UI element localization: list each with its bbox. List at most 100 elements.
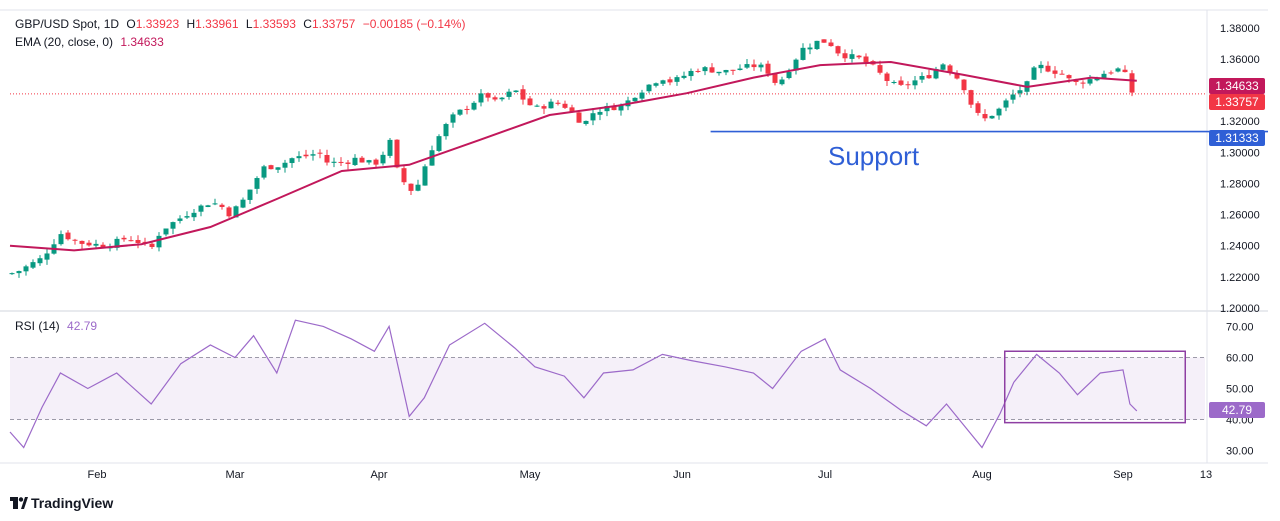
candle-body [541,106,547,109]
candle-body [408,183,414,191]
candle-body [1031,67,1037,80]
price-tick-label: 1.28000 [1220,178,1260,190]
candle-body [597,111,603,115]
candle-body [527,98,533,106]
candle-body [863,56,869,63]
candle-body [37,258,43,264]
candle-body [807,47,813,50]
grid-layer [0,9,1268,464]
candle-body [954,73,960,79]
candle-body [681,75,687,78]
candle-body [121,237,127,240]
candle-body [506,91,512,97]
price-tick-label: 1.30000 [1220,147,1260,159]
rsi-layer [9,319,1205,449]
candle-body [387,139,393,156]
candle-body [1101,73,1107,79]
high-value: 1.33961 [195,17,239,31]
candle-body [1045,65,1051,72]
close-label: C [303,17,312,31]
candle-body [422,166,428,186]
candle-body [961,79,967,91]
ema-label: EMA (20, close, 0) [15,35,114,49]
candle-body [856,55,862,58]
rsi-label: RSI (14) [15,319,60,333]
candle-body [58,234,64,245]
low-value: 1.33593 [252,17,296,31]
candle-body [891,81,897,83]
candle-body [65,232,71,240]
price-tick-label: 1.32000 [1220,116,1260,128]
candle-body [877,65,883,73]
candle-body [268,165,274,170]
candle-body [744,64,750,68]
candle-body [905,84,911,86]
candle-body [93,243,99,246]
price-tick-label: 1.26000 [1220,210,1260,222]
candle-body [1059,73,1065,75]
open-value: 1.33923 [135,17,180,31]
candle-body [828,42,834,47]
candle-body [660,80,666,84]
candle-body [296,156,302,159]
candle-body [1087,79,1093,84]
candle-body [520,89,526,100]
symbol-label[interactable]: GBP/USD Spot, 1D [15,17,120,31]
candle-body [338,161,344,163]
candle-body [695,70,701,72]
candle-body [282,162,288,168]
rsi-legend[interactable]: RSI (14) 42.79 [15,319,101,333]
candle-body [478,93,484,103]
candle-body [359,157,365,163]
candle-body [30,262,36,268]
candle-body [415,184,421,191]
candle-body [443,124,449,137]
date-tick-label: Sep [1113,469,1133,481]
support-annotation: Support [828,141,920,171]
candle-body [1052,70,1058,74]
candle-body [128,240,134,242]
rsi-tick-label: 60.00 [1226,352,1254,364]
candle-body [667,79,673,83]
candle-body [800,47,806,60]
candle-body [1038,64,1044,69]
date-tick-label: Feb [88,469,107,481]
candle-body [555,102,561,104]
candle-body [380,154,386,164]
high-label: H [186,17,196,31]
candle-body [751,64,757,68]
candle-body [471,102,477,110]
candle-body [933,68,939,79]
candle-body [989,115,995,119]
candle-body [926,75,932,79]
candle-body [156,235,162,248]
date-tick-label: Jun [673,469,691,481]
candle-body [653,83,659,86]
candle-body [779,79,785,85]
candle-body [576,112,582,123]
candle-body [1017,90,1023,94]
date-tick-label: Jul [818,469,832,481]
ema-legend[interactable]: EMA (20, close, 0) 1.34633 [15,35,168,49]
ema-line [9,60,1137,252]
candle-body [177,218,183,221]
candle-body [898,80,904,85]
candle-body [170,222,176,229]
tradingview-logo[interactable]: TradingView [10,495,113,511]
candle-body [163,228,169,235]
candle-body [191,212,197,218]
candle-body [1080,82,1086,84]
candle-body [1010,94,1016,100]
candle-body [275,167,281,170]
candle-body [394,139,400,168]
candle-body [618,105,624,111]
price-tick-label: 1.36000 [1220,54,1260,66]
candle-body [583,120,589,124]
candle-body [114,238,120,248]
candle-body [1122,69,1128,73]
candle-body [975,103,981,113]
candle-body [212,203,218,205]
candle-body [499,97,505,100]
candle-body [450,114,456,123]
